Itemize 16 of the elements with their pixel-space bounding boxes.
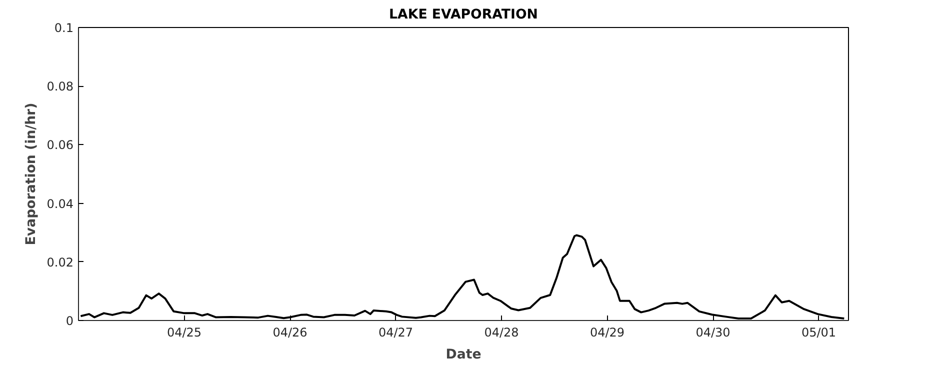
- x-tick-label: 04/25: [166, 326, 202, 340]
- x-tick-label: 04/28: [484, 326, 519, 340]
- x-tick-label: 04/30: [696, 326, 730, 340]
- x-tick-label: 04/29: [590, 326, 625, 340]
- x-axis-title: Date: [446, 348, 482, 362]
- x-tick-label: 04/27: [378, 326, 414, 340]
- y-tick-label: 0: [66, 314, 74, 328]
- y-tick-label: 0.04: [46, 196, 74, 211]
- y-axis-title: Evaporation (in/hr): [24, 102, 39, 246]
- x-tick-label: 04/26: [272, 326, 308, 340]
- y-tick-label: 0.1: [54, 21, 74, 35]
- y-tick-label: 0.02: [46, 255, 74, 270]
- chart-title: LAKE EVAPORATION: [389, 8, 538, 22]
- y-tick-label: 0.08: [46, 80, 74, 94]
- x-tick-label: 05/01: [801, 326, 836, 340]
- y-tick-label: 0.06: [46, 138, 74, 152]
